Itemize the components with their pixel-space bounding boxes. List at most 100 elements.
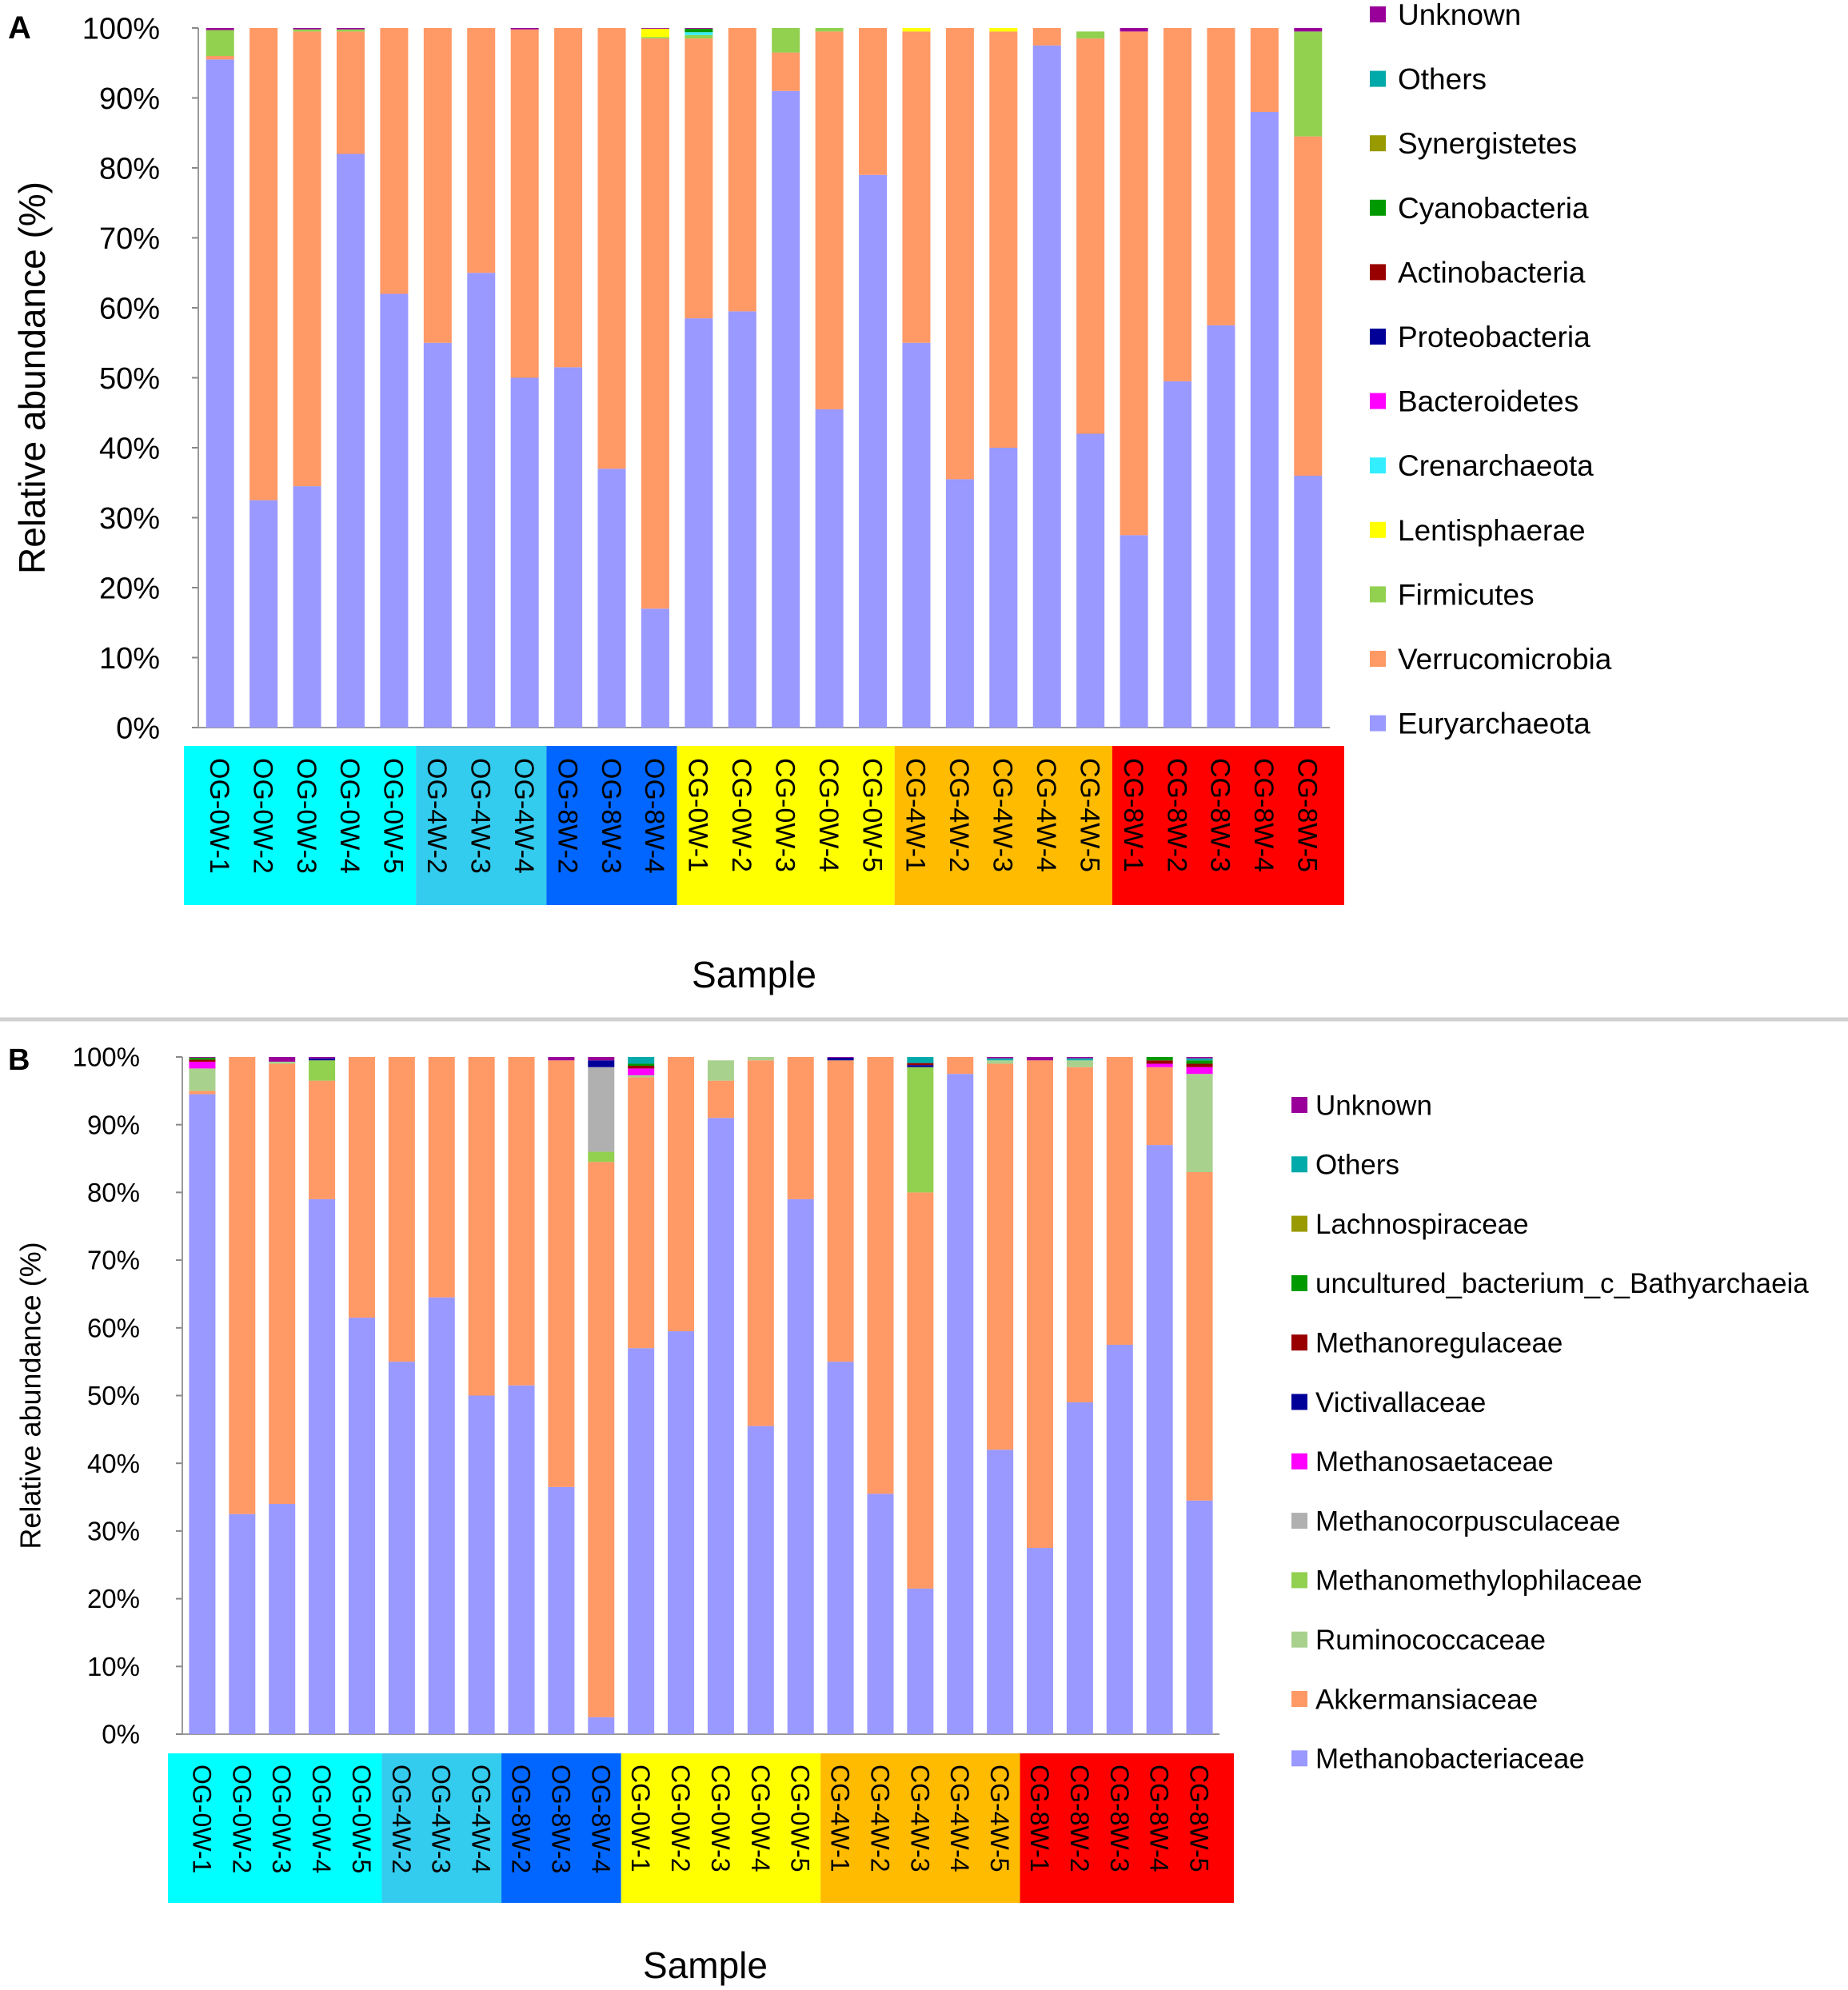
panel-b: B Relative abundance (%) 0% 10% 20% 30% 40% 50%… <box>8 1043 1809 1986</box>
bar-segment-euryarchaeota <box>510 377 539 728</box>
x-category-label: CG-4W-2 <box>944 758 974 872</box>
category-group-box <box>894 746 1112 905</box>
x-category-label: CG-8W-1 <box>1118 758 1148 872</box>
bar-segment-firmicutes <box>206 30 234 56</box>
bar-segment-lentisphaerae <box>641 28 669 38</box>
bar-segment-methanobacteriaceae <box>548 1486 575 1734</box>
bar-segment-methanobacteriaceae <box>1106 1344 1133 1734</box>
legend-swatch <box>1370 715 1386 732</box>
legend-swatch <box>1291 1572 1307 1589</box>
x-category-label: CG-0W-2 <box>726 758 756 872</box>
x-category-label: OG-0W-4 <box>334 758 365 874</box>
x-category-label: OG-8W-4 <box>639 758 669 874</box>
x-category-label: OG-0W-5 <box>347 1765 376 1873</box>
bar-segment-euryarchaeota <box>336 154 365 728</box>
panel-label: A <box>8 10 31 46</box>
bar-segment-unknown <box>1027 1057 1054 1061</box>
bar-segment-akkermansiaceae <box>189 1091 216 1095</box>
bar-segment-uncultured-bacterium-c-bathyarchaeia <box>189 1057 216 1060</box>
legend-entry-label: Methanobacteriaceae <box>1315 1744 1585 1775</box>
bar-segment-ruminococcaceae <box>1066 1060 1093 1067</box>
bar-segment-akkermansiaceae <box>747 1060 774 1426</box>
x-category-label: OG-4W-3 <box>427 1765 456 1873</box>
x-category-label: CG-4W-5 <box>1074 758 1104 872</box>
bar-segment-methanosaetaceae <box>1186 1067 1213 1075</box>
bar-segment-verrucomicrobia <box>685 38 713 319</box>
bar-segment-euryarchaeota <box>1207 325 1235 728</box>
x-category-label: OG-8W-2 <box>506 1765 535 1873</box>
bar-segment-unknown <box>1066 1057 1093 1059</box>
legend-entry-label: Ruminococcaceae <box>1315 1625 1546 1656</box>
category-group-box <box>1020 1753 1234 1903</box>
bar-segment-akkermansiaceae <box>548 1060 575 1487</box>
bar-segment-euryarchaeota <box>945 479 974 728</box>
bar-segment-crenarchaeota <box>685 32 713 35</box>
bar-segment-firmicutes <box>336 29 365 32</box>
bar-segment-others <box>907 1057 934 1063</box>
legend-swatch <box>1370 651 1386 667</box>
bar-segment-victivallaceae <box>309 1058 336 1061</box>
bar-segment-euryarchaeota <box>380 293 409 728</box>
legend-entry-label: Others <box>1315 1150 1399 1181</box>
y-tick-label: 20% <box>99 572 160 605</box>
legend-swatch <box>1370 135 1386 152</box>
x-category-label: CG-0W-3 <box>769 758 800 872</box>
bar-segment-akkermansiaceae <box>707 1080 734 1119</box>
legend-swatch <box>1370 457 1386 474</box>
bar-segment-verrucomicrobia <box>249 28 278 500</box>
legend-entry-label: Methanomethylophilaceae <box>1315 1565 1642 1597</box>
bar-segment-unknown <box>1186 1057 1213 1059</box>
x-axis-label: Sample <box>643 1944 768 1986</box>
bar-segment-cyanobacteria <box>685 28 713 33</box>
x-axis-label: Sample <box>692 954 816 995</box>
bar-segment-verrucomicrobia <box>293 31 321 487</box>
bar-segment-methanobacteriaceae <box>947 1074 974 1734</box>
bar-segment-firmicutes <box>685 34 713 39</box>
bar-segment-ruminococcaceae <box>1186 1074 1213 1172</box>
x-category-label: OG-8W-4 <box>586 1765 615 1873</box>
bar-segment-verrucomicrobia <box>772 52 800 91</box>
bar-segment-uncultured-bacterium-c-bathyarchaeia <box>628 1063 655 1067</box>
legend-swatch <box>1370 70 1386 87</box>
bar-segment-methanobacteriaceae <box>747 1426 774 1734</box>
bar-segment-unknown <box>293 28 321 30</box>
bar-segment-firmicutes <box>641 37 669 39</box>
legend-swatch <box>1291 1691 1307 1707</box>
legend-entry-label: Synergistetes <box>1398 127 1577 160</box>
legend-swatch <box>1370 264 1386 281</box>
bar-segment-verrucomicrobia <box>336 31 365 154</box>
bar-segment-euryarchaeota <box>293 486 321 728</box>
bar-segment-methanobacteriaceae <box>867 1493 894 1734</box>
bar-segment-euryarchaeota <box>859 174 888 728</box>
legend-swatch <box>1291 1513 1307 1529</box>
bar-segment-euryarchaeota <box>902 342 931 728</box>
bar-segment-verrucomicrobia <box>597 28 626 469</box>
bar-segment-akkermansiaceae <box>588 1162 615 1717</box>
x-category-label: CG-0W-5 <box>856 758 887 872</box>
legend-entry-label: Methanocorpusculaceae <box>1315 1505 1620 1537</box>
bar-segment-methanobacteriaceae <box>1066 1402 1093 1734</box>
x-category-label: CG-4W-3 <box>905 1765 934 1872</box>
x-category-label: OG-0W-2 <box>227 1765 256 1873</box>
bar-segment-uncultured-bacterium-c-bathyarchaeia <box>1186 1060 1213 1064</box>
bar-segment-victivallaceae <box>827 1057 854 1061</box>
bar-segment-firmicutes <box>1294 31 1323 137</box>
x-category-label: CG-4W-3 <box>988 758 1018 872</box>
legend-swatch <box>1291 1274 1307 1291</box>
bar-segment-unknown <box>336 28 365 30</box>
bar-segment-verrucomicrobia <box>467 28 496 273</box>
legend-entry-label: Crenarchaeota <box>1398 449 1594 482</box>
category-group-box <box>381 1753 502 1903</box>
bar-segment-verrucomicrobia <box>554 28 583 368</box>
x-category-label: CG-0W-1 <box>626 1765 655 1872</box>
bar-segment-methanobacteriaceae <box>1027 1548 1054 1734</box>
bar-segment-victivallaceae <box>588 1060 615 1067</box>
bar-segment-euryarchaeota <box>728 311 756 728</box>
bar-segment-akkermansiaceae <box>1027 1060 1054 1549</box>
x-category-label: OG-0W-3 <box>291 758 321 874</box>
bar-segment-akkermansiaceae <box>348 1057 375 1318</box>
legend-swatch <box>1370 6 1386 22</box>
legend-entry-label: Actinobacteria <box>1398 256 1586 289</box>
bar-segment-methanobacteriaceae <box>668 1331 695 1734</box>
bar-segment-methanobacteriaceae <box>987 1450 1014 1734</box>
